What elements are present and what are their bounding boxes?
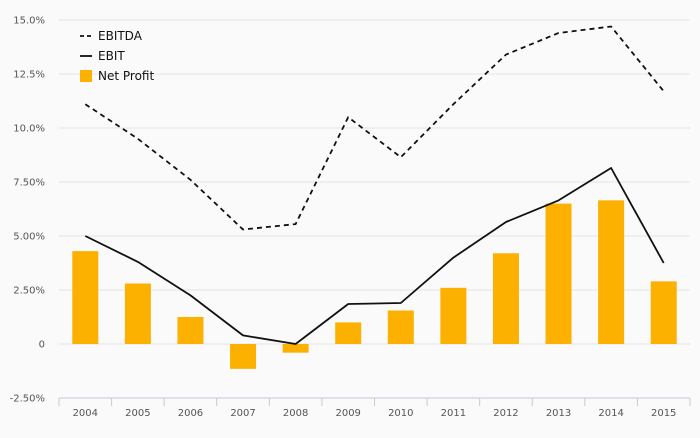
x-tick-label: 2006 [178, 408, 203, 419]
net-profit-bars [72, 200, 677, 369]
x-tick-label: 2014 [598, 408, 623, 419]
x-tick-label: 2012 [493, 408, 518, 419]
x-tick-label: 2011 [441, 408, 466, 419]
x-tick-label: 2005 [125, 408, 150, 419]
grid [59, 19, 690, 399]
legend: EBITDA EBIT Net Profit [80, 29, 154, 83]
x-tick-label: 2015 [651, 408, 676, 419]
y-tick-label: 5.00% [13, 232, 45, 243]
y-tick-label: 15.0% [13, 16, 45, 27]
x-tick-label: 2007 [230, 408, 255, 419]
ebitda-line [84, 25, 665, 231]
net-profit-bar [650, 281, 677, 344]
legend-ebitda-label: EBITDA [98, 29, 143, 43]
legend-net-profit-label: Net Profit [98, 69, 154, 83]
x-tick-label: 2008 [283, 408, 308, 419]
x-tick-label: 2009 [335, 408, 360, 419]
net-profit-bar [440, 287, 467, 344]
y-tick-label: 0 [39, 340, 45, 351]
y-tick-label: 2.50% [13, 286, 45, 297]
net-profit-bar [492, 253, 519, 344]
y-tick-label: -2.50% [10, 394, 45, 405]
net-profit-bar [598, 200, 625, 344]
x-tick-label: 2010 [388, 408, 413, 419]
net-profit-bar [230, 344, 257, 369]
x-axis: 2004 2005 2006 2007 2008 2009 2010 2011 2012 2013… [58, 397, 691, 419]
net-profit-bar [124, 283, 151, 344]
x-tick-label: 2004 [73, 408, 98, 419]
y-tick-label: 12.5% [13, 70, 45, 81]
net-profit-bar [545, 203, 572, 344]
net-profit-bar [282, 344, 309, 353]
y-axis: -2.50% 0 2.50% 5.00% 7.50% 10.0% 12.5% 15.0% [10, 16, 45, 405]
x-tick-label: 2013 [546, 408, 571, 419]
y-tick-label: 7.50% [13, 178, 45, 189]
net-profit-bar [387, 310, 414, 344]
series-lines [84, 25, 665, 345]
net-profit-bar [177, 317, 204, 344]
net-profit-bar [72, 251, 99, 344]
net-profit-bar [335, 322, 362, 344]
legend-net-profit-swatch [80, 70, 92, 82]
legend-ebit-label: EBIT [98, 49, 125, 63]
y-tick-label: 10.0% [13, 124, 45, 135]
ebit-line [84, 167, 665, 345]
